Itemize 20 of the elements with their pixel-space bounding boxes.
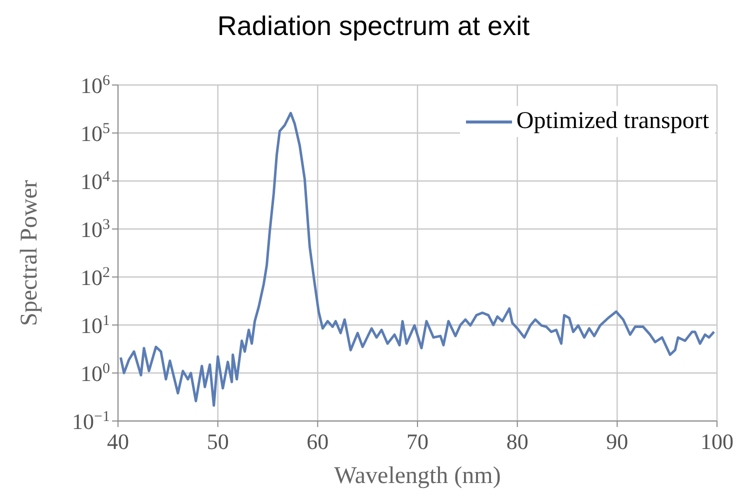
x-tick-label: 40 (107, 429, 129, 454)
x-tick-label: 80 (506, 429, 528, 454)
y-tick-label: 10$^{5}$ (80, 121, 110, 146)
x-tick-label: 90 (606, 429, 628, 454)
y-tick-label: 10$^{1}$ (80, 313, 110, 338)
x-tick-label: 60 (306, 429, 329, 454)
line-series (119, 112, 716, 407)
y-tick-label: 10$^{6}$ (80, 73, 110, 98)
y-axis-title: Spectral Power (16, 180, 43, 326)
y-tick-label: 10$^{2}$ (80, 265, 110, 290)
y-tick-label: 10$^{−1}$ (72, 409, 110, 434)
chart-title: Radiation spectrum at exit (216, 10, 531, 43)
y-tick-label: 10$^{0}$ (80, 361, 110, 386)
x-axis-title: Wavelength (nm) (334, 463, 501, 489)
x-tick-label: 70 (406, 429, 428, 454)
y-tick-label: 10$^{3}$ (80, 217, 110, 242)
x-tick-label: 100 (700, 429, 734, 454)
y-tick-label: 10$^{4}$ (80, 169, 110, 194)
legend-label: Optimized transport (516, 108, 709, 135)
x-tick-label: 50 (206, 429, 229, 454)
